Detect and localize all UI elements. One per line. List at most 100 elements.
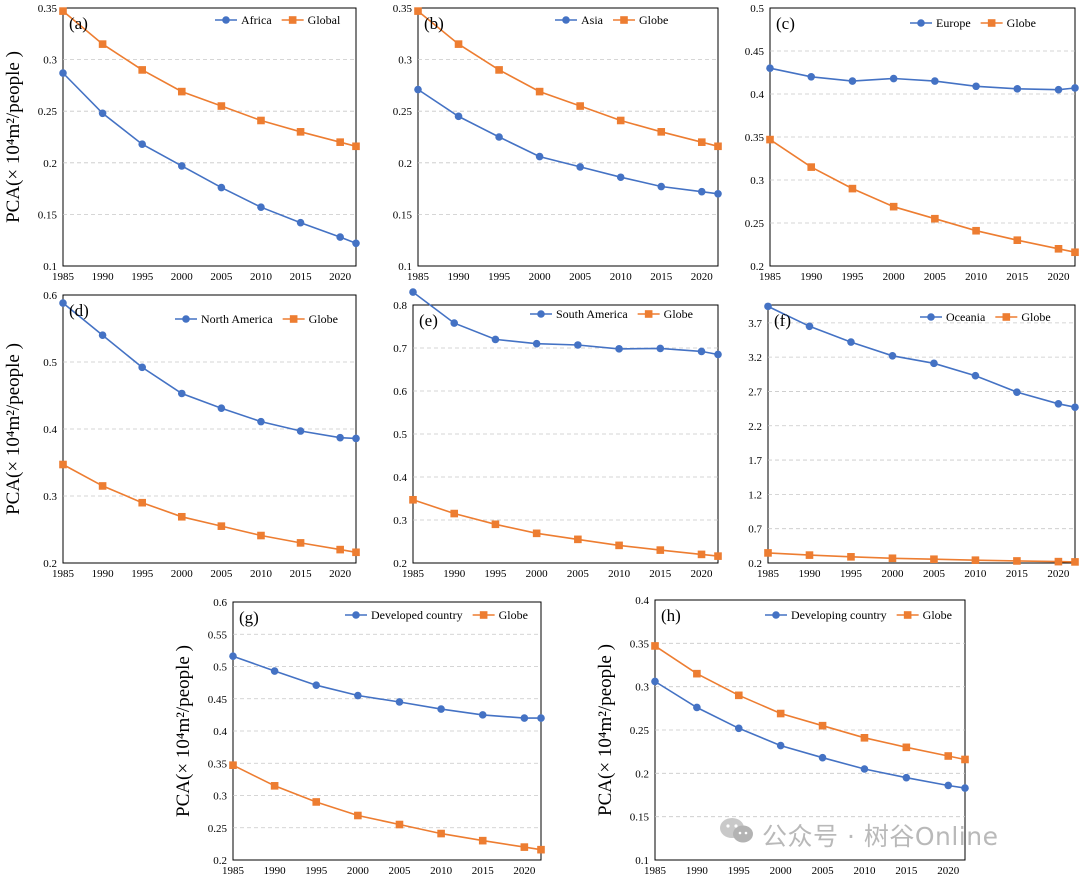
legend-entry: Globe [639, 13, 668, 27]
data-point [576, 163, 584, 171]
y-tick-label: 0.3 [43, 491, 57, 503]
data-point [616, 116, 625, 125]
y-tick-label: 0.1 [635, 855, 649, 867]
y-tick-label: 0.35 [208, 758, 228, 770]
y-tick-label: 0.6 [393, 386, 407, 398]
x-tick-label: 2020 [691, 271, 714, 283]
y-tick-label: 0.4 [213, 726, 227, 738]
y-tick-label: 0.4 [43, 424, 57, 436]
data-point [734, 724, 743, 733]
legend-marker [289, 315, 298, 323]
y-tick-label: 0.2 [398, 158, 412, 170]
y-tick-label: 0.25 [38, 106, 58, 118]
y-tick-label: 0.4 [750, 89, 764, 101]
data-point [847, 338, 855, 346]
x-tick-label: 1995 [484, 568, 507, 580]
y-axis-label: PCA(× 10⁴m²/people ) [3, 51, 24, 223]
y-tick-label: 0.2 [393, 558, 407, 570]
y-tick-label: 0.15 [38, 209, 58, 221]
legend-marker [562, 16, 570, 24]
x-tick-label: 1990 [443, 568, 466, 580]
data-point [651, 677, 659, 686]
wechat-icon [718, 816, 756, 846]
x-tick-label: 2020 [329, 568, 352, 580]
data-point [930, 359, 938, 368]
data-point [495, 66, 503, 74]
y-tick-label: 0.2 [43, 158, 57, 170]
legend-entry: South America [556, 307, 628, 321]
data-point [454, 40, 463, 48]
x-tick-label: 1985 [759, 271, 782, 283]
data-point [807, 73, 816, 81]
data-point [177, 512, 186, 521]
data-point [1054, 400, 1063, 408]
x-tick-label: 1995 [841, 271, 864, 283]
x-tick-label: 2005 [923, 568, 946, 580]
y-tick-label: 0.8 [393, 300, 407, 312]
data-point [354, 811, 362, 820]
data-point [931, 214, 939, 223]
legend-marker [479, 611, 488, 619]
x-tick-label: 2000 [881, 568, 904, 580]
x-tick-label: 1990 [264, 865, 287, 877]
data-point [805, 322, 814, 331]
legend-marker [537, 310, 545, 318]
data-point [944, 752, 953, 760]
x-tick-label: 2000 [529, 271, 552, 283]
x-tick-label: 2010 [250, 568, 273, 580]
data-point [98, 331, 107, 340]
data-point [902, 773, 911, 782]
y-tick-label: 0.25 [393, 106, 413, 118]
watermark-text: 公众号 · 树谷Online [762, 822, 999, 851]
data-point [98, 109, 107, 118]
x-tick-label: 1985 [644, 865, 667, 877]
y-tick-label: 0.55 [208, 629, 228, 641]
x-tick-label: 2010 [610, 271, 633, 283]
data-point [454, 112, 463, 121]
data-point [776, 709, 785, 718]
panel-d: 0.2 0.3 0.4 0.5 0.6 1985 1990 1995 2000 2005 2010 2… [43, 290, 360, 580]
x-tick-label: 2010 [853, 865, 876, 877]
y-tick-label: 0.5 [43, 357, 57, 369]
x-tick-label: 2020 [937, 865, 960, 877]
y-tick-label: 0.5 [213, 662, 227, 674]
data-point [734, 691, 743, 700]
x-tick-label: 2005 [812, 865, 835, 877]
x-tick-label: 2005 [210, 568, 233, 580]
x-tick-label: 1985 [757, 568, 780, 580]
data-point [714, 189, 722, 198]
data-point [98, 40, 107, 48]
data-point [296, 427, 305, 435]
y-tick-label: 0.2 [748, 558, 762, 570]
data-point [450, 509, 459, 518]
legend-marker [222, 16, 230, 24]
data-point [537, 845, 545, 854]
legend-entry: Globe [664, 307, 693, 321]
data-point [1071, 558, 1079, 566]
y-tick-label: 0.25 [630, 725, 650, 737]
data-point [177, 162, 186, 170]
data-point [848, 184, 857, 193]
legend-entry: Asia [581, 13, 604, 27]
data-point [847, 553, 855, 561]
x-tick-label: 2015 [895, 865, 918, 877]
data-point [766, 135, 774, 144]
y-tick-label: 0.45 [745, 46, 765, 58]
data-point [697, 187, 706, 196]
data-point [656, 344, 665, 353]
data-point [336, 233, 344, 241]
y-tick-label: 0.7 [393, 343, 407, 355]
data-point [138, 498, 146, 507]
y-tick-label: 3.2 [748, 352, 762, 364]
data-point [889, 202, 898, 211]
data-point [312, 681, 321, 690]
y-tick-label: 0.5 [393, 429, 407, 441]
x-tick-label: 2015 [290, 568, 313, 580]
data-point [657, 182, 666, 191]
panel-label: (d) [69, 301, 89, 320]
panel-h: 0.1 0.15 0.2 0.25 0.3 0.35 0.4 1985 1990 1995 2000… [630, 595, 969, 877]
x-tick-label: 2005 [567, 568, 590, 580]
data-point [138, 66, 146, 74]
y-tick-label: 0.2 [43, 558, 57, 570]
